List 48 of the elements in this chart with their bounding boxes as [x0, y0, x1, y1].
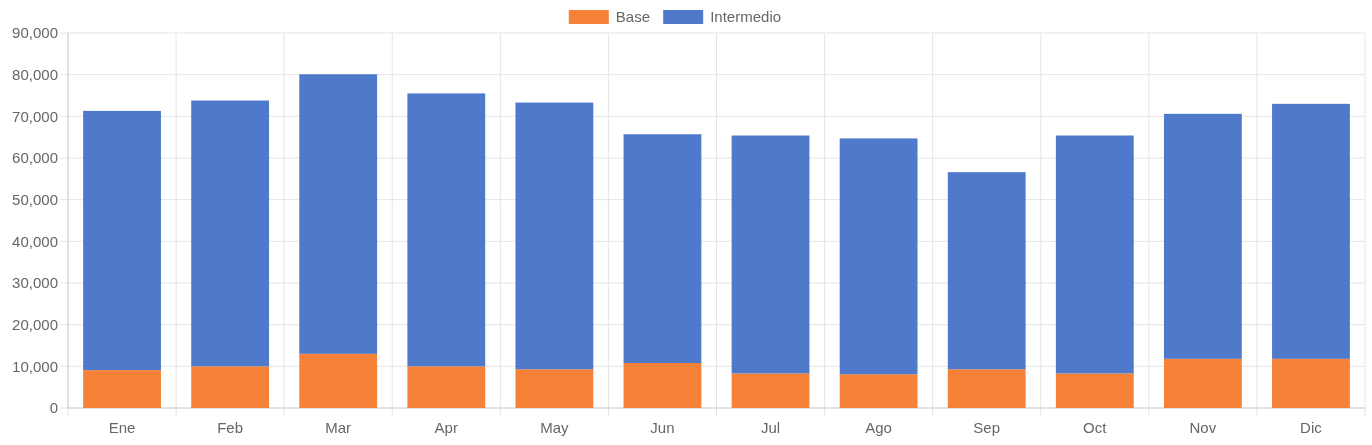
bar [1272, 358, 1350, 408]
x-tick-label: Nov [1189, 419, 1217, 436]
bar [1055, 135, 1134, 374]
legend-label: Base [615, 8, 650, 26]
x-tick-label: Sep [973, 419, 1001, 436]
x-tick-label: Apr [434, 419, 458, 436]
bar [515, 369, 594, 408]
y-tick-label: 20,000 [12, 315, 58, 333]
x-tick-label: Feb [217, 419, 244, 436]
bar [83, 370, 161, 408]
bar [731, 373, 810, 408]
bar [1163, 113, 1242, 359]
bar [515, 102, 594, 370]
x-tick-label: Jul [760, 419, 781, 436]
y-tick-label: 30,000 [12, 274, 58, 292]
y-tick-label: 70,000 [12, 107, 58, 125]
x-tick-label: Oct [1083, 419, 1108, 436]
x-tick-label: Jun [650, 419, 675, 436]
bar [1055, 373, 1134, 408]
bar [191, 366, 270, 408]
bar [623, 134, 702, 363]
bar [1163, 358, 1242, 408]
y-tick-label: 80,000 [12, 65, 58, 83]
bar [947, 172, 1026, 370]
y-tick-label: 40,000 [12, 232, 58, 250]
bar [407, 366, 486, 408]
bar [299, 74, 378, 354]
bar [407, 93, 486, 367]
y-tick-label: 0 [49, 399, 58, 417]
y-tick-label: 90,000 [12, 24, 58, 42]
bar [839, 138, 918, 375]
y-tick-label: 10,000 [12, 357, 58, 375]
legend-label: Intermedio [710, 8, 782, 26]
y-tick-label: 60,000 [12, 149, 58, 167]
x-tick-label: May [540, 419, 570, 436]
bar [191, 100, 270, 367]
bar [839, 374, 918, 408]
bar [83, 110, 161, 371]
x-tick-label: Ene [108, 419, 136, 436]
x-tick-label: Mar [325, 419, 352, 436]
bar [947, 369, 1026, 408]
bar [1272, 103, 1350, 359]
bar [731, 135, 810, 374]
y-tick-label: 50,000 [12, 190, 58, 208]
bar [299, 353, 378, 408]
x-tick-label: Dic [1300, 419, 1323, 436]
bar [623, 363, 702, 408]
x-tick-label: Ago [865, 419, 892, 436]
